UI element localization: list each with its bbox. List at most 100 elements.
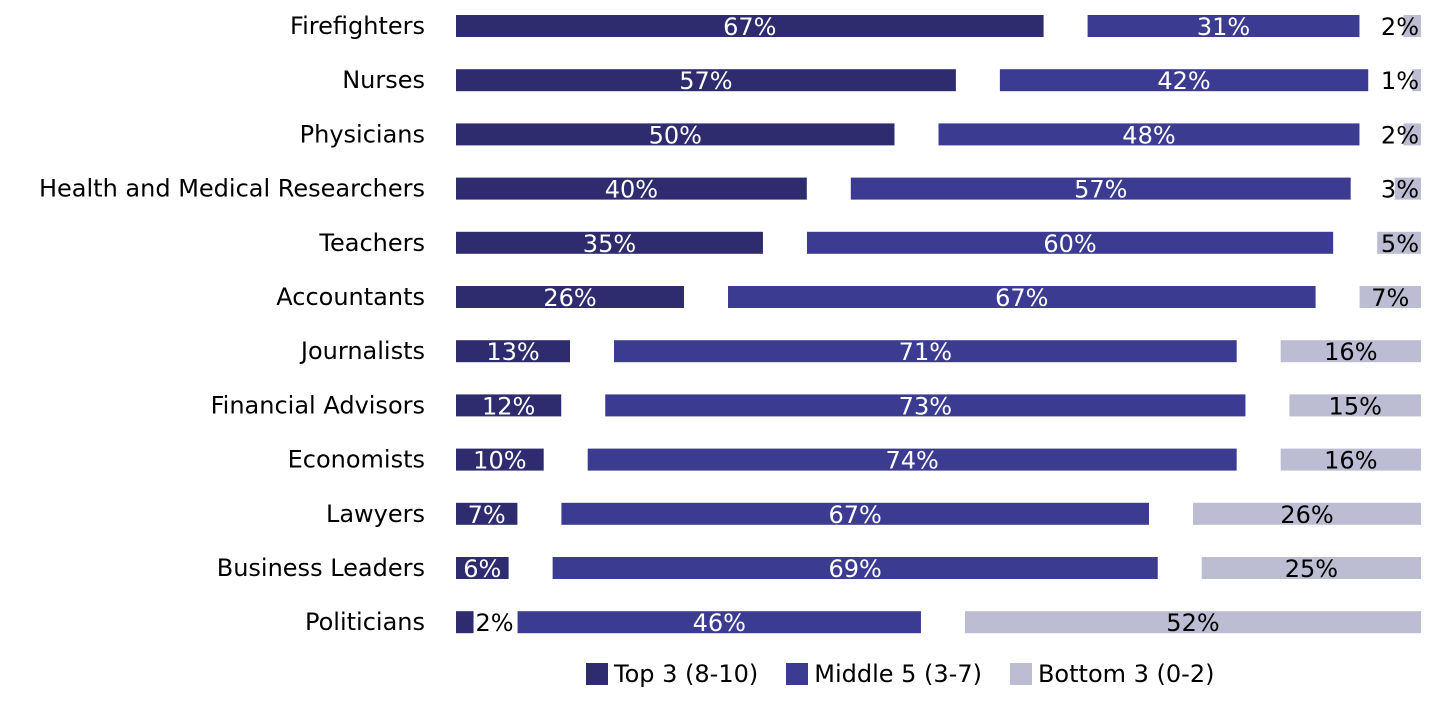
data-label-top: 10%	[473, 447, 526, 475]
bar-middle	[938, 123, 1360, 146]
category-label: Nurses	[342, 66, 425, 94]
data-label-top: 2%	[476, 609, 514, 637]
bar-row: Lawyers 7% 67% 26%	[326, 500, 1421, 529]
data-label-top: 26%	[543, 284, 596, 312]
chart: Firefighters 67% 31% 2% Nurses 57% 42% 1% Physic…	[39, 12, 1421, 637]
legend-swatch-top	[586, 663, 608, 685]
bar-row: Firefighters 67% 31% 2%	[290, 12, 1421, 41]
data-label-top: 12%	[482, 392, 535, 420]
bar-row: Teachers 35% 60% 5%	[318, 229, 1421, 258]
bar-middle	[728, 286, 1316, 308]
category-label: Business Leaders	[217, 554, 425, 582]
data-label-middle: 67%	[995, 284, 1048, 312]
data-label-bottom: 25%	[1285, 555, 1338, 583]
data-label-bottom: 16%	[1324, 338, 1377, 366]
bar-bottom	[1394, 177, 1421, 200]
category-label: Lawyers	[326, 500, 425, 528]
bar-bottom	[1280, 340, 1421, 363]
category-label: Physicians	[300, 120, 425, 148]
bar-top	[456, 340, 571, 363]
bar-middle	[999, 69, 1369, 92]
data-label-bottom: 1%	[1381, 67, 1419, 95]
bar-row: Health and Medical Researchers 40% 57% 3%	[39, 175, 1421, 204]
data-label-middle: 71%	[899, 338, 952, 366]
bar-middle	[1087, 15, 1360, 37]
data-label-middle: 69%	[829, 555, 882, 583]
data-label-bottom: 16%	[1324, 447, 1377, 475]
data-label-middle: 31%	[1197, 13, 1250, 41]
legend-label-bottom: Bottom 3 (0-2)	[1037, 660, 1215, 688]
bar-bottom	[1412, 69, 1421, 92]
data-label-top: 50%	[649, 121, 702, 149]
data-label-bottom: 2%	[1381, 13, 1419, 41]
bar-bottom	[1201, 557, 1421, 579]
bar-row: Economists 10% 74% 16%	[288, 446, 1421, 475]
data-label-middle: 60%	[1043, 230, 1096, 258]
legend-item-bottom: Bottom 3 (0-2)	[1009, 660, 1215, 688]
bar-middle	[517, 611, 921, 634]
data-label-middle: 46%	[693, 609, 746, 637]
bar-middle	[587, 448, 1237, 471]
data-label-top: 67%	[723, 13, 776, 41]
data-label-middle: 73%	[899, 392, 952, 420]
bar-top	[456, 123, 895, 146]
bar-bottom	[1403, 123, 1421, 146]
data-label-bottom: 7%	[1371, 284, 1409, 312]
bar-middle	[552, 557, 1158, 579]
data-label-bottom: 3%	[1381, 176, 1419, 204]
data-label-middle: 57%	[1074, 176, 1127, 204]
bar-top	[456, 69, 956, 92]
bar-top	[456, 394, 562, 417]
category-label: Economists	[288, 446, 425, 474]
data-label-top: 40%	[605, 176, 658, 204]
data-label-top: 57%	[679, 67, 732, 95]
legend-item-top: Top 3 (8-10)	[586, 660, 758, 688]
bar-middle	[561, 502, 1149, 525]
data-label-bottom: 5%	[1381, 230, 1419, 258]
data-label-bottom: 15%	[1329, 392, 1382, 420]
data-label-top: 7%	[468, 501, 506, 529]
bar-top	[456, 611, 474, 634]
bar-bottom	[1359, 286, 1421, 308]
data-label-middle: 74%	[886, 447, 939, 475]
category-label: Financial Advisors	[211, 391, 425, 419]
category-label: Firefighters	[290, 12, 425, 40]
bar-middle	[605, 394, 1246, 417]
category-label: Health and Medical Researchers	[39, 175, 425, 203]
data-label-top: 13%	[486, 338, 539, 366]
legend-swatch-bottom	[1009, 663, 1032, 685]
data-label-middle: 42%	[1157, 67, 1210, 95]
bar-row: Nurses 57% 42% 1%	[342, 66, 1421, 95]
bar-bottom	[1280, 448, 1421, 471]
legend-item-middle: Middle 5 (3-7)	[786, 660, 982, 688]
bar-row: Financial Advisors 12% 73% 15%	[211, 391, 1421, 420]
bar-row: Journalists 13% 71% 16%	[299, 337, 1421, 366]
bar-bottom	[1289, 394, 1421, 417]
bar-top	[456, 286, 685, 308]
bar-row: Politicians 2% 46% 52%	[305, 608, 1421, 637]
bar-bottom	[964, 611, 1421, 634]
bar-row: Physicians 50% 48% 2%	[300, 120, 1421, 149]
bar-top	[456, 502, 518, 525]
category-label: Accountants	[276, 283, 425, 311]
legend-label-top: Top 3 (8-10)	[614, 660, 759, 688]
category-label: Journalists	[299, 337, 425, 365]
bar-top	[456, 557, 509, 579]
bar-top	[456, 15, 1044, 37]
data-label-middle: 48%	[1122, 121, 1175, 149]
data-label-top: 6%	[463, 555, 501, 583]
legend-label-middle: Middle 5 (3-7)	[814, 660, 982, 688]
bar-middle	[850, 177, 1351, 200]
bar-top	[456, 231, 763, 254]
bar-row: Business Leaders 6% 69% 25%	[217, 554, 1421, 583]
data-label-bottom: 26%	[1280, 501, 1333, 529]
bar-middle	[614, 340, 1237, 363]
legend-swatch-middle	[786, 663, 809, 685]
data-label-bottom: 2%	[1381, 121, 1419, 149]
data-label-top: 35%	[583, 230, 636, 258]
bar-middle	[806, 231, 1334, 254]
category-label: Teachers	[318, 229, 425, 257]
category-label: Politicians	[305, 608, 425, 636]
bar-row: Accountants 26% 67% 7%	[276, 283, 1421, 312]
data-label-bottom: 52%	[1166, 609, 1219, 637]
